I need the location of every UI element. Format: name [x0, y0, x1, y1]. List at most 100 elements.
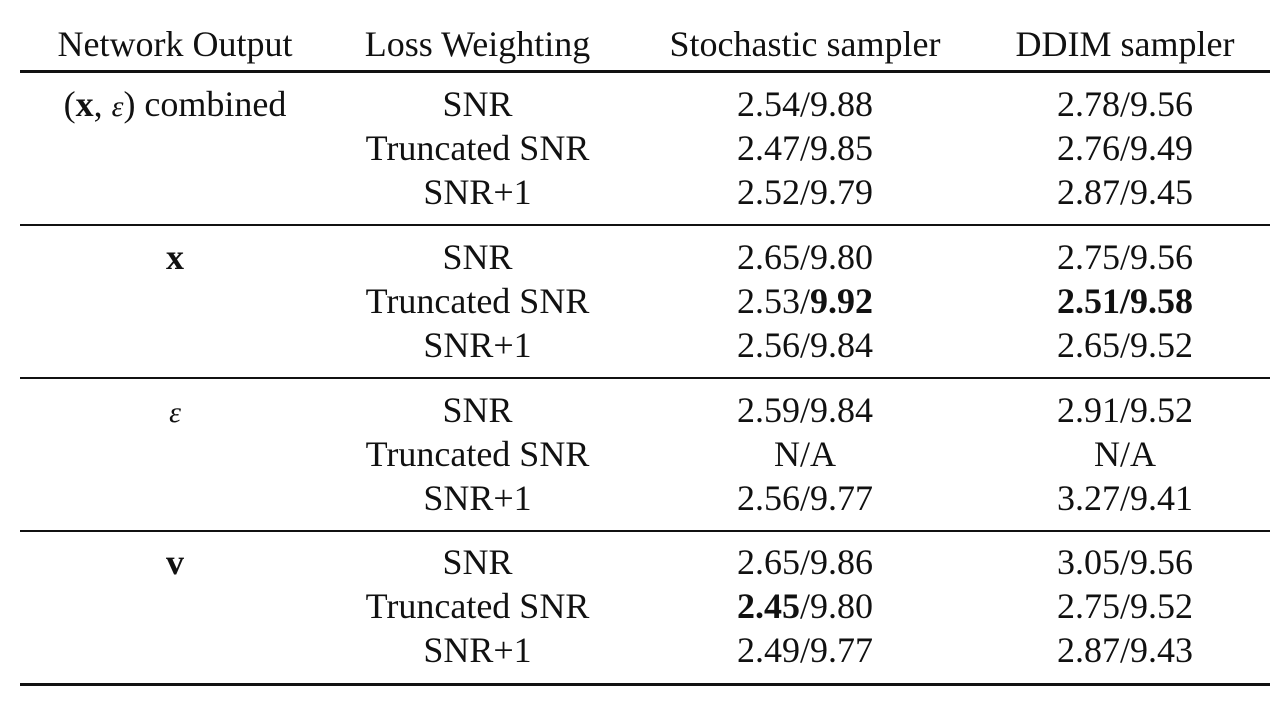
is-value: 9.43 — [1130, 630, 1193, 670]
fid-value: 2.47 — [736, 128, 800, 168]
loss-weighting-cell: SNR+1 — [423, 478, 532, 518]
epsilon-symbol: ε — [111, 90, 124, 123]
value-separator: / — [799, 586, 810, 626]
stochastic-sampler-cell: 2.47/9.85 — [640, 128, 970, 168]
value-separator: / — [799, 237, 810, 277]
value-separator: / — [1119, 630, 1130, 670]
is-value: 9.56 — [1130, 237, 1193, 277]
fid-value: 2.65 — [1056, 325, 1120, 365]
math-bold-symbol: x — [166, 237, 184, 277]
fid-value: 2.45 — [736, 586, 800, 626]
network-output-label: (x, ε) combined — [40, 84, 310, 124]
value-separator: / — [1119, 84, 1130, 124]
loss-weighting-cell: SNR+1 — [423, 325, 532, 365]
value-separator: / — [1119, 542, 1130, 582]
is-value: 9.56 — [1130, 542, 1193, 582]
ddim-sampler-cell: 2.78/9.56 — [990, 84, 1260, 124]
value-separator: / — [799, 478, 810, 518]
value-na: N/A — [774, 434, 836, 474]
stochastic-sampler-cell: 2.59/9.84 — [640, 390, 970, 430]
is-value: 9.49 — [1130, 128, 1193, 168]
header-network-output: Network Output — [57, 24, 293, 64]
value-separator: / — [799, 128, 810, 168]
fid-value: 2.76 — [1056, 128, 1120, 168]
stochastic-sampler-cell: 2.45/9.80 — [640, 586, 970, 626]
is-value: 9.45 — [1130, 172, 1193, 212]
is-value: 9.79 — [810, 172, 873, 212]
network-output-label: ε — [40, 390, 310, 430]
math-bold-symbol: v — [166, 542, 184, 582]
is-value: 9.52 — [1130, 325, 1193, 365]
epsilon-symbol: ε — [169, 396, 181, 429]
fid-value: 2.54 — [736, 84, 800, 124]
stochastic-sampler-cell: 2.54/9.88 — [640, 84, 970, 124]
value-separator: / — [799, 172, 810, 212]
ddim-sampler-cell: 3.05/9.56 — [990, 542, 1260, 582]
value-separator: / — [799, 325, 810, 365]
is-value: 9.80 — [810, 237, 873, 277]
fid-value: 2.65 — [736, 542, 800, 582]
ddim-sampler-cell: 2.75/9.52 — [990, 586, 1260, 626]
loss-weighting-cell: SNR — [442, 84, 513, 124]
is-value: 9.58 — [1130, 281, 1193, 321]
loss-weighting-cell: SNR+1 — [423, 172, 532, 212]
ddim-sampler-cell: 2.75/9.56 — [990, 237, 1260, 277]
ddim-sampler-cell: 2.91/9.52 — [990, 390, 1260, 430]
header-loss-weighting: Loss Weighting — [364, 24, 591, 64]
is-value: 9.52 — [1130, 390, 1193, 430]
value-separator: / — [1119, 586, 1130, 626]
paren-open: ( — [63, 84, 76, 124]
fid-value: 2.59 — [736, 390, 800, 430]
stochastic-sampler-cell: 2.65/9.80 — [640, 237, 970, 277]
ddim-sampler-cell: 2.87/9.45 — [990, 172, 1260, 212]
value-separator: / — [1119, 390, 1130, 430]
value-separator: / — [799, 281, 810, 321]
value-separator: / — [799, 630, 810, 670]
value-separator: / — [799, 84, 810, 124]
loss-weighting-cell: SNR — [442, 237, 513, 277]
bottom-rule — [20, 683, 1270, 686]
fid-value: 2.87 — [1056, 172, 1120, 212]
fid-value: 2.91 — [1056, 390, 1120, 430]
value-separator: / — [1119, 128, 1130, 168]
fid-value: 2.75 — [1056, 586, 1120, 626]
ddim-sampler-cell: 2.65/9.52 — [990, 325, 1260, 365]
network-output-label: v — [40, 542, 310, 582]
value-separator: / — [1119, 325, 1130, 365]
stochastic-sampler-cell: 2.65/9.86 — [640, 542, 970, 582]
fid-value: 2.65 — [736, 237, 800, 277]
combined-suffix: ) combined — [123, 84, 287, 124]
ddim-sampler-cell: N/A — [990, 434, 1260, 474]
math-bold-symbol: x — [75, 84, 94, 124]
top-rule — [20, 70, 1270, 73]
is-value: 9.85 — [810, 128, 873, 168]
loss-weighting-cell: SNR+1 — [423, 630, 532, 670]
stochastic-sampler-cell: 2.52/9.79 — [640, 172, 970, 212]
fid-value: 2.49 — [736, 630, 800, 670]
value-separator: / — [1119, 172, 1130, 212]
loss-weighting-cell: Truncated SNR — [365, 281, 590, 321]
group-divider-rule — [20, 224, 1270, 226]
fid-value: 2.53 — [736, 281, 800, 321]
loss-weighting-cell: SNR — [442, 542, 513, 582]
group-divider-rule — [20, 377, 1270, 379]
loss-weighting-cell: Truncated SNR — [365, 586, 590, 626]
group-divider-rule — [20, 530, 1270, 532]
stochastic-sampler-cell: 2.56/9.77 — [640, 478, 970, 518]
value-separator: / — [799, 542, 810, 582]
loss-weighting-cell: SNR — [442, 390, 513, 430]
ddim-sampler-cell: 2.87/9.43 — [990, 630, 1260, 670]
is-value: 9.52 — [1130, 586, 1193, 626]
is-value: 9.56 — [1130, 84, 1193, 124]
ddim-sampler-cell: 2.76/9.49 — [990, 128, 1260, 168]
is-value: 9.88 — [810, 84, 873, 124]
header-stochastic-sampler: Stochastic sampler — [669, 24, 941, 64]
fid-value: 2.52 — [736, 172, 800, 212]
math-separator: , — [93, 84, 112, 124]
fid-value: 2.75 — [1056, 237, 1120, 277]
is-value: 9.41 — [1130, 478, 1193, 518]
fid-value: 2.56 — [736, 325, 800, 365]
stochastic-sampler-cell: 2.49/9.77 — [640, 630, 970, 670]
network-output-label: x — [40, 237, 310, 277]
fid-value: 2.87 — [1056, 630, 1120, 670]
